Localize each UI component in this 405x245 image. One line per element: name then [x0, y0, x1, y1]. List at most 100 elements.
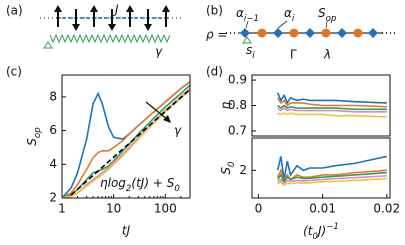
panel-label: (a) — [6, 4, 23, 18]
series-line — [62, 84, 190, 198]
pointer — [277, 20, 288, 29]
coupling-label: J — [113, 3, 119, 17]
y-tick-label: 0.8 — [228, 98, 247, 112]
text-part: (tJ) + S — [131, 176, 174, 190]
axes-frame — [251, 74, 391, 137]
series-line — [277, 175, 387, 185]
y-tick-label: 2 — [239, 163, 247, 177]
series-line — [277, 104, 387, 111]
gamma-label: Γ — [290, 48, 297, 62]
text-part: 0 — [174, 184, 180, 194]
series-line — [62, 89, 190, 198]
x-tick-label: 1 — [58, 202, 66, 216]
y-axis-label: η — [219, 101, 233, 109]
bond-circle — [289, 28, 299, 38]
diagram-a: (a) Jγ — [6, 3, 182, 59]
x-tick-label: 0 — [255, 202, 263, 216]
text-part: i — [292, 14, 295, 24]
site-diamond — [337, 28, 347, 38]
x-tick-label: 0.02 — [373, 202, 400, 216]
bond-circle — [353, 28, 363, 38]
y-tick-label: 2 — [49, 191, 57, 205]
text-part: S — [25, 138, 39, 146]
series-line — [276, 92, 387, 105]
x-axis-label: tJ — [122, 224, 131, 238]
series-line — [277, 171, 387, 184]
site-diamond — [368, 28, 378, 38]
y-axis-label: S0 — [219, 161, 237, 175]
series-line — [276, 155, 387, 180]
text-part: S — [219, 167, 233, 175]
spin-head — [72, 24, 80, 31]
site-marker — [242, 36, 252, 44]
y-axis-label: Sop — [25, 127, 43, 146]
text-part: s — [246, 43, 252, 57]
annotation-arrow — [145, 101, 169, 121]
spin-head — [108, 24, 116, 31]
series-line — [70, 88, 190, 196]
text-part: i — [252, 51, 255, 61]
x-tick-label: 0.01 — [309, 202, 336, 216]
s-label: si — [246, 43, 255, 61]
y-tick-label: 6 — [49, 123, 57, 137]
text-part: −1 — [326, 222, 339, 232]
site-diamond — [273, 28, 283, 38]
lambda-label: λ — [323, 48, 331, 62]
y-tick-label: 0.7 — [228, 123, 247, 137]
bond-circle — [321, 28, 331, 38]
text-part: ηlog — [100, 176, 126, 190]
x-tick-label: 100 — [154, 202, 177, 216]
text-part: (t — [303, 224, 314, 238]
spin-head — [90, 5, 98, 12]
series-line — [277, 177, 387, 187]
panel-label: (b) — [206, 4, 223, 18]
pointer — [325, 20, 328, 29]
y-tick-label: 4 — [49, 157, 57, 171]
text-part: op — [326, 14, 337, 24]
panel-label: (c) — [6, 65, 22, 79]
text-part: α — [236, 6, 244, 20]
text-part: α — [284, 6, 292, 20]
panel-label: (d) — [206, 65, 223, 79]
alpha-prev-label: αi−1 — [236, 6, 259, 24]
damping-spring — [49, 33, 171, 44]
text-part: i−1 — [244, 14, 259, 24]
series-line — [276, 97, 387, 108]
damping-label: γ — [155, 45, 163, 59]
series-line — [277, 112, 387, 118]
spin-head — [144, 24, 152, 31]
text-part: 2 — [126, 184, 132, 194]
text-part: op — [33, 127, 43, 138]
text-part: J) — [316, 224, 326, 238]
axes-frame — [251, 137, 391, 199]
axes-frame — [61, 74, 191, 199]
x-tick-label: 10 — [106, 202, 121, 216]
pointer — [245, 20, 249, 29]
site-diamond — [240, 28, 250, 38]
text-part: 0 — [227, 161, 237, 167]
spin-head — [126, 5, 134, 12]
chart: 0.7 0.8 0.9 (d) η — [206, 65, 391, 137]
s-op-label: Sop — [318, 6, 337, 24]
x-axis-label: (t0J)−1 — [303, 222, 339, 242]
annotation: ηlog2(tJ) + S0 — [100, 176, 180, 194]
series-line — [62, 81, 190, 198]
y-tick-label: 0.9 — [228, 73, 247, 87]
annotation-head — [163, 115, 171, 123]
text-part: S — [318, 6, 326, 20]
y-tick-label: 8 — [49, 89, 57, 103]
series-line — [277, 107, 387, 113]
site-diamond — [305, 28, 315, 38]
bond-circle — [257, 28, 267, 38]
annotation: γ — [174, 124, 182, 138]
spin-head — [162, 5, 170, 12]
spin-head — [54, 5, 62, 12]
bath-marker — [43, 41, 53, 49]
text-part: 0 — [312, 232, 318, 242]
rho-label: ρ = — [206, 28, 228, 42]
alpha-label: αi — [284, 6, 295, 24]
